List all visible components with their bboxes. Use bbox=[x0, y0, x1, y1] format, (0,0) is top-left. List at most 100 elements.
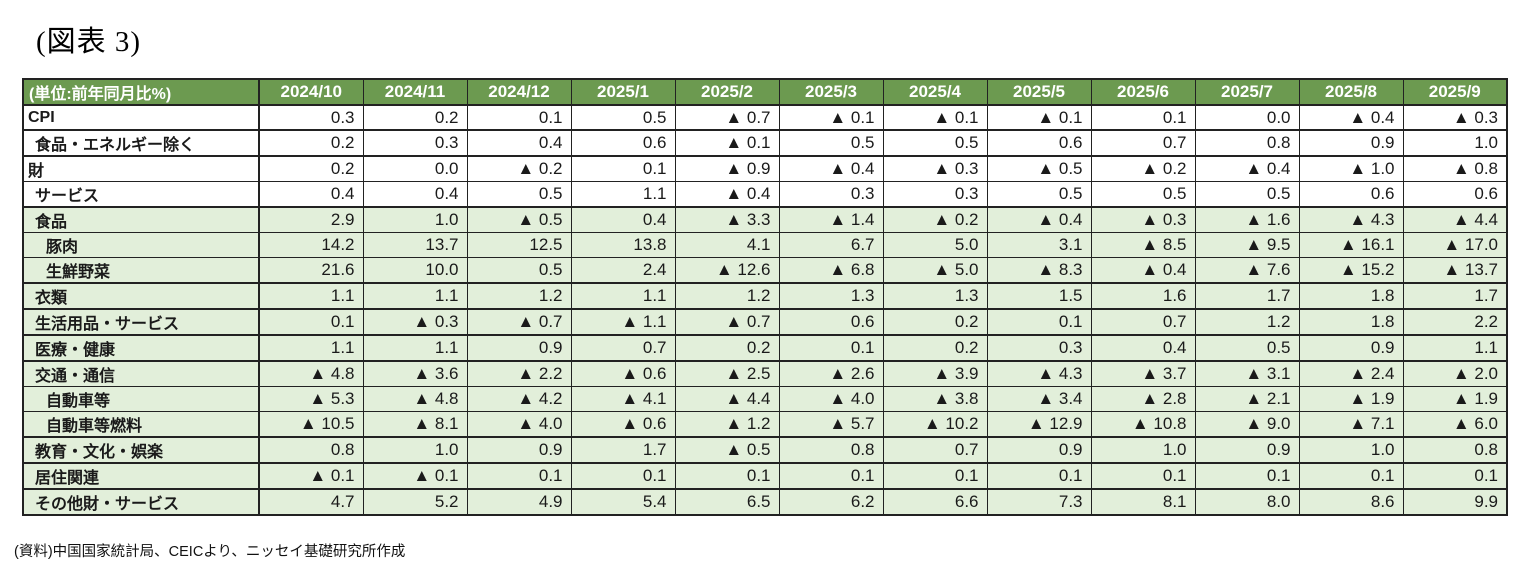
value-cell: 0.3 bbox=[258, 105, 363, 131]
row-label: 食品 bbox=[23, 207, 259, 233]
value-cell: 0.3 bbox=[362, 130, 467, 157]
value-cell: 0.5 bbox=[986, 181, 1091, 208]
value-cell: ▲ 3.9 bbox=[882, 361, 987, 387]
row-label: 自動車等燃料 bbox=[23, 411, 259, 438]
value-cell: 2.4 bbox=[570, 257, 675, 284]
value-cell: 5.2 bbox=[362, 489, 467, 516]
row-label: 財 bbox=[23, 156, 259, 182]
value-cell: 0.6 bbox=[570, 130, 675, 157]
value-cell: ▲ 0.6 bbox=[570, 411, 675, 438]
value-cell: 21.6 bbox=[258, 257, 363, 284]
value-cell: 0.2 bbox=[258, 130, 363, 157]
value-cell: 1.1 bbox=[362, 335, 467, 362]
value-cell: 2.9 bbox=[258, 207, 363, 233]
source-note: (資料)中国国家統計局、CEICより、ニッセイ基礎研究所作成 bbox=[14, 544, 406, 560]
value-cell: 1.7 bbox=[1402, 283, 1507, 310]
value-cell: ▲ 4.8 bbox=[258, 361, 363, 387]
value-cell: 0.2 bbox=[882, 335, 987, 362]
value-cell: 1.1 bbox=[1402, 335, 1507, 362]
value-cell: ▲ 0.9 bbox=[674, 156, 779, 182]
month-header: 2024/11 bbox=[362, 79, 467, 106]
value-cell: 0.1 bbox=[1090, 463, 1195, 490]
value-cell: ▲ 0.4 bbox=[1194, 156, 1299, 182]
value-cell: 0.5 bbox=[1194, 335, 1299, 362]
month-header: 2024/10 bbox=[258, 79, 363, 106]
value-cell: 0.1 bbox=[986, 463, 1091, 490]
value-cell: 1.1 bbox=[570, 283, 675, 310]
value-cell: 0.1 bbox=[466, 463, 571, 490]
value-cell: ▲ 2.4 bbox=[1298, 361, 1403, 387]
value-cell: 8.0 bbox=[1194, 489, 1299, 516]
value-cell: ▲ 6.8 bbox=[778, 257, 883, 284]
value-cell: 0.8 bbox=[1402, 437, 1507, 464]
row-label: その他財・サービス bbox=[23, 489, 259, 516]
value-cell: ▲ 0.1 bbox=[674, 130, 779, 157]
value-cell: ▲ 7.1 bbox=[1298, 411, 1403, 438]
month-header: 2025/8 bbox=[1298, 79, 1403, 106]
value-cell: ▲ 4.4 bbox=[1402, 207, 1507, 233]
row-label: 衣類 bbox=[23, 283, 259, 310]
value-cell: ▲ 0.4 bbox=[986, 207, 1091, 233]
value-cell: 1.6 bbox=[1090, 283, 1195, 310]
value-cell: ▲ 0.5 bbox=[466, 207, 571, 233]
month-header: 2025/1 bbox=[570, 79, 675, 106]
value-cell: 0.3 bbox=[778, 181, 883, 208]
table-row: 衣類 1.1 1.1 1.2 1.1 1.2 1.3 1.3 1.5 1.6 1.7 1.8 1.7 bbox=[23, 283, 1507, 310]
value-cell: ▲ 10.2 bbox=[882, 411, 987, 438]
value-cell: ▲ 10.5 bbox=[258, 411, 363, 438]
value-cell: 14.2 bbox=[258, 232, 363, 258]
value-cell: ▲ 0.7 bbox=[674, 105, 779, 131]
value-cell: 1.1 bbox=[258, 283, 363, 310]
table-row: 自動車等燃料 ▲ 10.5 ▲ 8.1 ▲ 4.0 ▲ 0.6 ▲ 1.2 ▲ 5.7 ▲ 1… bbox=[23, 411, 1507, 438]
value-cell: ▲ 2.1 bbox=[1194, 386, 1299, 412]
value-cell: ▲ 0.1 bbox=[882, 105, 987, 131]
value-cell: 0.9 bbox=[1298, 335, 1403, 362]
value-cell: ▲ 8.1 bbox=[362, 411, 467, 438]
value-cell: ▲ 7.6 bbox=[1194, 257, 1299, 284]
value-cell: ▲ 3.7 bbox=[1090, 361, 1195, 387]
table-row: 食品・エネルギー除く 0.2 0.3 0.4 0.6 ▲ 0.1 0.5 0.5 0.6 0.7 0… bbox=[23, 130, 1507, 157]
row-label: サービス bbox=[23, 181, 259, 208]
value-cell: 0.0 bbox=[362, 156, 467, 182]
value-cell: 0.7 bbox=[1090, 309, 1195, 336]
value-cell: ▲ 1.2 bbox=[674, 411, 779, 438]
value-cell: ▲ 4.2 bbox=[466, 386, 571, 412]
value-cell: 1.2 bbox=[1194, 309, 1299, 336]
value-cell: ▲ 1.0 bbox=[1298, 156, 1403, 182]
value-cell: 0.6 bbox=[986, 130, 1091, 157]
table-row: 教育・文化・娯楽 0.8 1.0 0.9 1.7 ▲ 0.5 0.8 0.7 0.9 1.0 0.9… bbox=[23, 437, 1507, 464]
value-cell: 4.9 bbox=[466, 489, 571, 516]
row-label: 居住関連 bbox=[23, 463, 259, 490]
value-cell: ▲ 0.1 bbox=[986, 105, 1091, 131]
value-cell: ▲ 2.2 bbox=[466, 361, 571, 387]
value-cell: 12.5 bbox=[466, 232, 571, 258]
value-cell: ▲ 1.9 bbox=[1402, 386, 1507, 412]
value-cell: 3.1 bbox=[986, 232, 1091, 258]
table-row: 財 0.2 0.0 ▲ 0.2 0.1 ▲ 0.9 ▲ 0.4 ▲ 0.3 ▲ 0.5 ▲ 0.2… bbox=[23, 156, 1507, 182]
value-cell: 0.5 bbox=[778, 130, 883, 157]
value-cell: 0.7 bbox=[1090, 130, 1195, 157]
value-cell: 1.0 bbox=[1402, 130, 1507, 157]
value-cell: 0.2 bbox=[362, 105, 467, 131]
value-cell: 1.1 bbox=[570, 181, 675, 208]
value-cell: 0.1 bbox=[674, 463, 779, 490]
value-cell: 1.8 bbox=[1298, 309, 1403, 336]
value-cell: 0.1 bbox=[258, 309, 363, 336]
value-cell: 1.1 bbox=[258, 335, 363, 362]
value-cell: ▲ 1.1 bbox=[570, 309, 675, 336]
value-cell: 0.5 bbox=[466, 257, 571, 284]
value-cell: 0.8 bbox=[778, 437, 883, 464]
value-cell: 13.7 bbox=[362, 232, 467, 258]
value-cell: 0.5 bbox=[1090, 181, 1195, 208]
value-cell: 1.7 bbox=[1194, 283, 1299, 310]
value-cell: 1.0 bbox=[1298, 437, 1403, 464]
value-cell: ▲ 0.7 bbox=[674, 309, 779, 336]
value-cell: ▲ 3.8 bbox=[882, 386, 987, 412]
value-cell: 0.3 bbox=[986, 335, 1091, 362]
value-cell: 0.8 bbox=[258, 437, 363, 464]
table-row: 食品 2.9 1.0 ▲ 0.5 0.4 ▲ 3.3 ▲ 1.4 ▲ 0.2 ▲ 0.4 ▲ 0.… bbox=[23, 207, 1507, 233]
value-cell: ▲ 0.4 bbox=[1298, 105, 1403, 131]
value-cell: 0.1 bbox=[1402, 463, 1507, 490]
value-cell: ▲ 3.4 bbox=[986, 386, 1091, 412]
